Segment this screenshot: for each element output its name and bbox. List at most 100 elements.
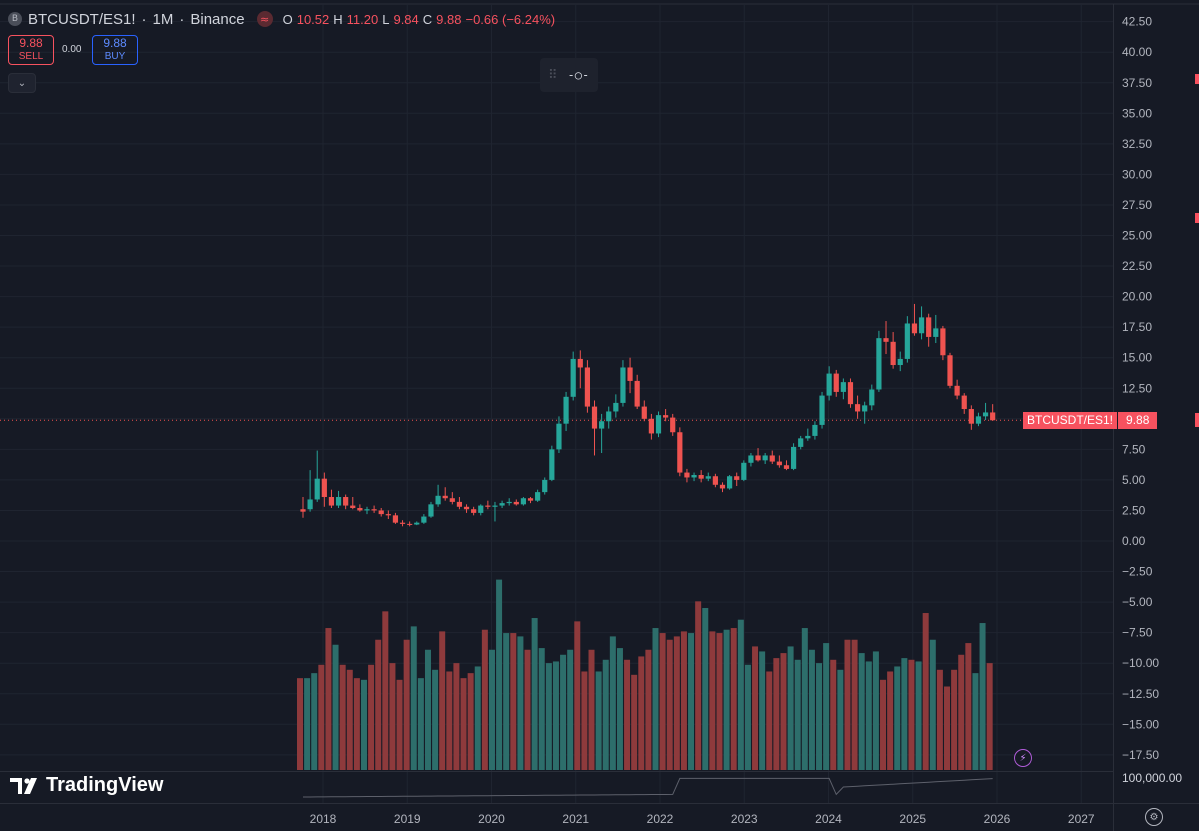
lightning-icon[interactable]: ⚡ — [1014, 749, 1032, 767]
time-tick-label: 2020 — [478, 812, 505, 826]
candle-body — [307, 499, 313, 510]
volume-bar — [332, 644, 339, 770]
volume-bar — [595, 671, 602, 770]
price-tick-label: 32.50 — [1122, 137, 1152, 151]
candle-body — [520, 498, 527, 505]
volume-bar — [808, 649, 815, 770]
drag-handle-icon[interactable]: ⠿ — [548, 67, 558, 83]
volume-bar — [410, 626, 417, 770]
candle-body — [712, 476, 718, 485]
candle-body — [563, 396, 569, 424]
volume-bar — [744, 664, 751, 770]
candle-body — [378, 510, 384, 515]
candle-body — [399, 522, 406, 524]
logo-text: TradingView — [46, 774, 164, 796]
candle-body — [698, 475, 704, 479]
price-tick-label: −12.50 — [1122, 687, 1159, 701]
candle-body — [854, 404, 861, 412]
price-tick-label: 5.00 — [1122, 473, 1146, 487]
volume-bar — [752, 646, 759, 770]
volume-bar — [446, 671, 453, 770]
volume-bar — [567, 649, 574, 770]
candle-body — [805, 435, 811, 439]
volume-bar — [951, 669, 958, 770]
candle-body — [478, 505, 484, 513]
sell-price: 9.88 — [19, 36, 43, 50]
open-key: O — [282, 11, 293, 27]
horizontal-line-tool-icon[interactable]: -○- — [567, 68, 590, 82]
sell-button[interactable]: 9.88 SELL — [8, 35, 54, 65]
price-tick-label: −5.00 — [1122, 595, 1153, 609]
volume-bar — [631, 674, 638, 770]
price-tick-label: 22.50 — [1122, 259, 1152, 273]
time-tick-label: 2027 — [1068, 812, 1095, 826]
candle-body — [869, 389, 875, 406]
volume-bar — [552, 661, 559, 770]
collapse-legend-button[interactable]: ⌄ — [8, 73, 36, 93]
candle-body — [691, 475, 697, 478]
volume-bar — [773, 658, 780, 770]
settings-gear-icon[interactable]: ⚙ — [1145, 808, 1163, 826]
volume-bar — [382, 611, 389, 770]
spread-value: 0.00 — [62, 44, 82, 55]
volume-bar — [510, 633, 517, 770]
candle-body — [456, 501, 463, 507]
close-value: 9.88 — [436, 11, 462, 27]
volume-bar — [488, 649, 495, 770]
candle-body — [968, 409, 974, 424]
volume-bar — [816, 663, 823, 770]
candle-body — [911, 323, 918, 334]
volume-bar — [880, 679, 887, 770]
interval-label[interactable]: 1M — [152, 10, 174, 28]
price-tick-label: −15.00 — [1122, 717, 1159, 731]
candle-body — [705, 476, 711, 479]
volume-bar — [474, 666, 481, 770]
volume-bar — [972, 673, 979, 770]
candle-body — [314, 478, 320, 500]
tradingview-logo[interactable]: TradingView — [10, 774, 163, 797]
volume-bar — [922, 613, 929, 770]
time-tick-label: 2026 — [984, 812, 1011, 826]
candle-body — [926, 317, 932, 337]
price-tick-label: 7.50 — [1122, 442, 1146, 456]
volume-bar — [609, 636, 616, 770]
buy-button[interactable]: 9.88 BUY — [92, 35, 138, 65]
candle-body — [663, 415, 669, 418]
candle-body — [762, 455, 768, 461]
tradingview-mark-icon — [10, 777, 37, 794]
volume-bar — [375, 639, 382, 770]
volume-bar — [545, 663, 552, 770]
volume-bar — [737, 619, 744, 770]
price-tick-label: 15.00 — [1122, 351, 1152, 365]
candle-body — [463, 506, 470, 510]
volume-bar — [986, 663, 993, 770]
volume-bar — [638, 656, 645, 770]
candle-body — [321, 478, 327, 498]
volume-bar — [467, 673, 474, 770]
sell-label: SELL — [18, 51, 44, 62]
symbol-title[interactable]: BTCUSDT/ES1! — [28, 10, 136, 28]
volume-bar — [844, 639, 851, 770]
volume-bar — [666, 639, 673, 770]
price-tick-label: 42.50 — [1122, 15, 1152, 29]
candle-body — [542, 479, 548, 493]
volume-bar — [304, 678, 311, 770]
volume-bar — [645, 649, 652, 770]
candle-body — [883, 338, 889, 342]
price-tick-label: 30.00 — [1122, 167, 1152, 181]
price-tick-label: 27.50 — [1122, 198, 1152, 212]
volume-bar — [581, 671, 588, 770]
volume-bar — [944, 686, 951, 770]
volume-bar — [481, 629, 488, 770]
candle-body — [328, 497, 335, 506]
time-tick-label: 2018 — [310, 812, 337, 826]
price-tick-label: −10.00 — [1122, 656, 1159, 670]
symbol-legend: B BTCUSDT/ES1! · 1M · Binance ≈ O 10.52 H… — [8, 10, 555, 28]
candle-body — [570, 358, 576, 397]
buy-price: 9.88 — [103, 36, 127, 50]
volume-bar — [297, 678, 303, 770]
legend-separator: · — [179, 10, 185, 28]
time-tick-label: 2023 — [731, 812, 758, 826]
candle-body — [620, 367, 626, 403]
